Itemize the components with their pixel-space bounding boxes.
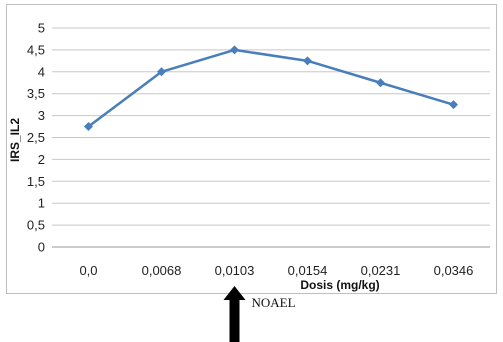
data-point bbox=[303, 56, 312, 66]
x-tick-label: 0,0154 bbox=[288, 263, 328, 278]
y-axis-label: IRS_IL2 bbox=[8, 118, 22, 162]
y-tick-label: 1 bbox=[38, 196, 45, 211]
y-tick-label: 5 bbox=[38, 21, 45, 36]
data-point bbox=[230, 45, 239, 55]
x-tick-label: 0,0231 bbox=[361, 263, 401, 278]
y-tick-label: 0 bbox=[38, 240, 45, 255]
data-point bbox=[84, 122, 93, 132]
noael-arrow bbox=[223, 286, 246, 342]
x-tick-label: 0,0346 bbox=[434, 263, 474, 278]
y-tick-labels: 0 0,5 1 1,5 2 2,5 3 3,5 4 4,5 5 bbox=[27, 21, 45, 255]
y-tick-label: 3,5 bbox=[27, 86, 45, 101]
y-tick-label: 4,5 bbox=[27, 42, 45, 57]
y-tick-label: 2 bbox=[38, 152, 45, 167]
x-axis-label: Dosis (mg/kg) bbox=[300, 278, 379, 292]
x-tick-label: 0,0068 bbox=[142, 263, 182, 278]
y-tick-label: 2,5 bbox=[27, 130, 45, 145]
noael-label: NOAEL bbox=[252, 295, 296, 310]
data-point bbox=[449, 100, 458, 110]
y-tick-label: 1,5 bbox=[27, 174, 45, 189]
noael-annotation: NOAEL bbox=[223, 286, 296, 342]
x-tick-label: 0,0103 bbox=[215, 263, 255, 278]
x-tick-labels: 0,0 0,0068 0,0103 0,0154 0,0231 0,0346 bbox=[79, 263, 473, 278]
data-point bbox=[157, 67, 166, 77]
data-point bbox=[376, 78, 385, 88]
y-tick-label: 3 bbox=[38, 108, 45, 123]
series-line bbox=[87, 48, 454, 128]
y-tick-label: 0,5 bbox=[27, 218, 45, 233]
series-group bbox=[84, 45, 458, 132]
y-tick-label: 4 bbox=[38, 64, 45, 79]
x-tick-label: 0,0 bbox=[79, 263, 97, 278]
gridlines bbox=[52, 27, 490, 248]
